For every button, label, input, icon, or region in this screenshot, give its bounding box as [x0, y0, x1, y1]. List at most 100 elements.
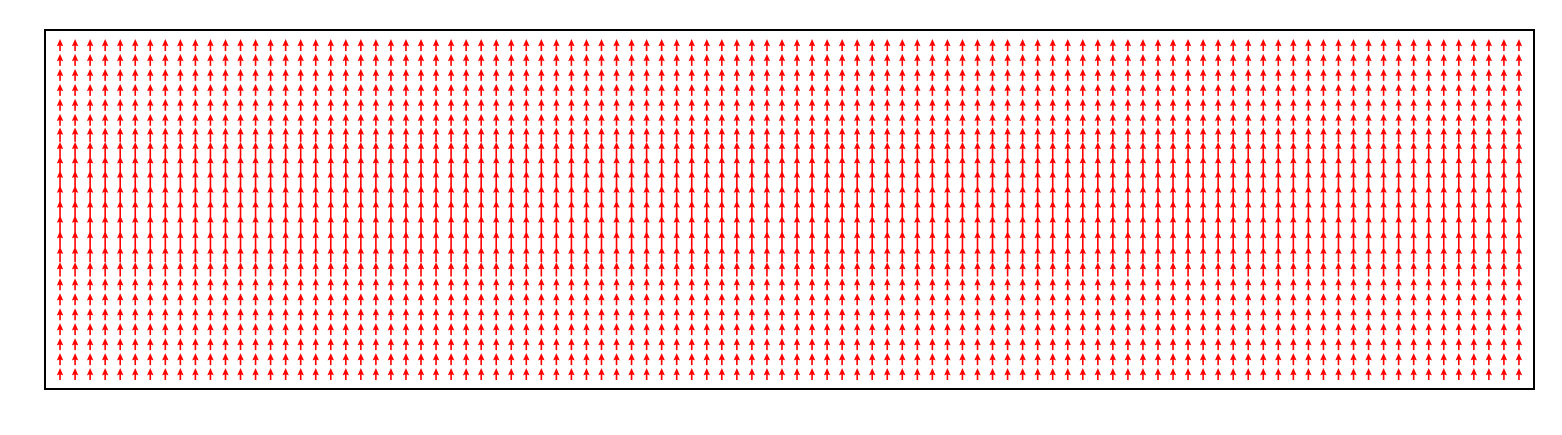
- arrow: [162, 338, 169, 351]
- arrow: [1019, 127, 1026, 142]
- arrow: [673, 308, 680, 321]
- arrow: [688, 293, 695, 306]
- arrow: [1380, 308, 1387, 321]
- arrow: [1515, 98, 1523, 111]
- arrow: [237, 53, 244, 66]
- arrow: [884, 53, 891, 66]
- arrow: [1380, 127, 1387, 142]
- arrow: [1019, 246, 1026, 263]
- arrow: [1485, 262, 1493, 277]
- arrow: [944, 141, 951, 158]
- arrow: [1154, 68, 1162, 81]
- arrow: [914, 113, 921, 126]
- arrow: [1410, 368, 1417, 381]
- arrow: [673, 231, 680, 248]
- arrow: [1169, 170, 1177, 189]
- arrow: [613, 368, 620, 381]
- arrow: [342, 293, 350, 306]
- arrow: [207, 308, 214, 321]
- arrow: [838, 246, 846, 263]
- arrow: [959, 215, 966, 234]
- arrow: [1335, 368, 1342, 381]
- arrow: [1184, 185, 1192, 204]
- arrow: [899, 338, 906, 351]
- arrow: [192, 83, 199, 96]
- arrow: [177, 215, 184, 234]
- arrow: [342, 368, 350, 381]
- arrow: [1229, 127, 1237, 142]
- arrow: [1245, 68, 1252, 81]
- arrow: [1094, 338, 1102, 351]
- arrow: [733, 293, 741, 306]
- arrow: [1455, 293, 1462, 306]
- arrow: [357, 38, 365, 51]
- arrow: [1245, 293, 1252, 306]
- arrow: [312, 246, 319, 263]
- arrow: [1109, 308, 1117, 321]
- arrow: [523, 38, 530, 51]
- arrow: [808, 127, 816, 142]
- arrow: [1124, 156, 1132, 174]
- arrow: [147, 156, 154, 174]
- arrow: [1275, 68, 1282, 81]
- arrow: [222, 262, 229, 277]
- arrow: [432, 338, 440, 351]
- arrow: [1380, 68, 1387, 81]
- arrow: [1184, 368, 1192, 381]
- arrow: [1425, 215, 1432, 234]
- arrow: [357, 170, 365, 189]
- arrow: [327, 170, 334, 189]
- arrow: [1019, 185, 1026, 204]
- arrow: [914, 323, 921, 336]
- arrow: [553, 338, 560, 351]
- arrow: [823, 68, 831, 81]
- arrow: [1335, 353, 1342, 366]
- arrow: [1305, 156, 1312, 174]
- arrow: [252, 215, 259, 234]
- arrow: [252, 338, 259, 351]
- arrow: [132, 141, 139, 158]
- arrow: [974, 323, 981, 336]
- arrow: [763, 338, 771, 351]
- arrow: [703, 141, 710, 158]
- arrow: [1169, 53, 1177, 66]
- arrow: [1515, 53, 1523, 66]
- arrow: [1229, 293, 1237, 306]
- arrow: [1335, 338, 1342, 351]
- arrow: [628, 231, 635, 248]
- arrow: [944, 156, 951, 174]
- arrow: [508, 156, 515, 174]
- arrow: [538, 98, 545, 111]
- arrow: [1425, 246, 1432, 263]
- arrow: [673, 368, 680, 381]
- arrow: [673, 113, 680, 126]
- arrow: [192, 185, 199, 204]
- arrow: [387, 38, 395, 51]
- arrow: [718, 68, 726, 81]
- arrow: [1079, 231, 1086, 248]
- arrow: [297, 215, 304, 234]
- arrow: [1350, 278, 1357, 291]
- arrow: [1214, 170, 1222, 189]
- arrow: [1335, 98, 1342, 111]
- arrow: [357, 278, 365, 291]
- arrow: [1410, 83, 1417, 96]
- arrow: [523, 338, 530, 351]
- arrow: [974, 98, 981, 111]
- arrow: [1109, 323, 1117, 336]
- arrow: [101, 338, 109, 351]
- arrow: [1305, 68, 1312, 81]
- arrow: [1064, 338, 1071, 351]
- arrow: [1109, 127, 1117, 142]
- arrow: [1064, 68, 1071, 81]
- arrow: [869, 246, 876, 263]
- arrow: [1410, 308, 1417, 321]
- arrow: [1365, 113, 1372, 126]
- arrow: [1440, 262, 1447, 277]
- arrow: [1064, 156, 1071, 174]
- arrow: [342, 278, 350, 291]
- arrow: [1320, 98, 1327, 111]
- arrow: [1290, 338, 1297, 351]
- arrow: [1260, 38, 1267, 51]
- arrow: [989, 293, 996, 306]
